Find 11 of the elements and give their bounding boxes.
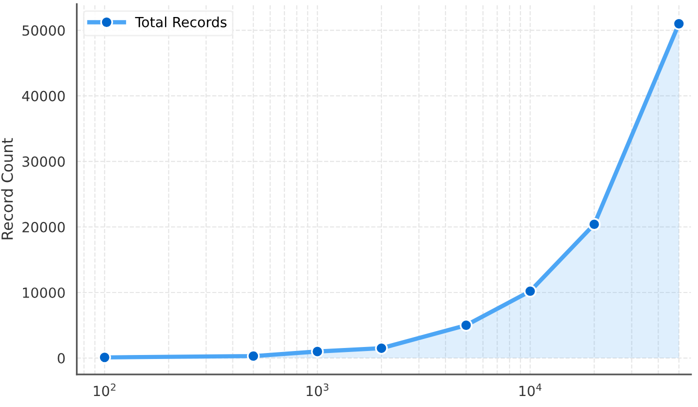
y-tick-label: 0 (58, 353, 65, 364)
x-tick-label: 10$^{4}$ (519, 384, 542, 396)
y-tick-label: 20000 (22, 222, 65, 232)
legend-label: Total Records (135, 16, 227, 28)
y-tick-label: 40000 (22, 90, 65, 102)
y-axis-title: Record Count (1, 138, 13, 240)
y-tick-label: 30000 (22, 156, 65, 167)
x-tick-label: 10$^{3}$ (306, 383, 328, 396)
x-tick-label: 10$^{2}$ (94, 383, 116, 396)
y-tick-label: 50000 (22, 25, 65, 36)
y-tick-label: 10000 (23, 287, 65, 298)
